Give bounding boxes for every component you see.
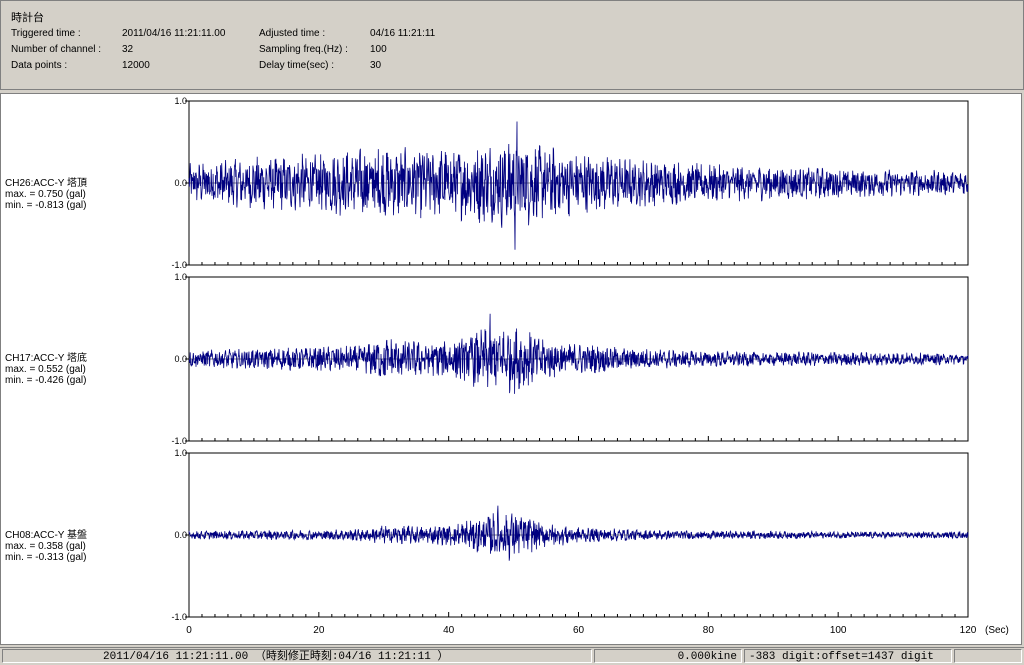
data-points-value: 12000 — [122, 60, 150, 71]
x-tick-label: 0 — [186, 625, 192, 636]
status-velocity: 0.000kine — [594, 649, 742, 663]
channel-info-ch26: CH26:ACC-Y 塔頂 max. = 0.750 (gal) min. = … — [5, 178, 87, 211]
waveform-trace — [188, 505, 969, 561]
x-tick-label: 40 — [443, 625, 455, 636]
triggered-time-value: 2011/04/16 11:21:11.00 — [122, 28, 226, 39]
y-tick-label: 0.0 — [174, 530, 187, 540]
sampling-freq-value: 100 — [370, 44, 387, 55]
waveform-trace — [188, 313, 969, 394]
y-tick-label: -1.0 — [171, 436, 187, 446]
triggered-time-label: Triggered time : — [11, 28, 81, 39]
channel-min: min. = -0.813 (gal) — [5, 200, 87, 211]
y-tick-label: 1.0 — [174, 272, 187, 282]
waveform-chart: 1.0 0.0 -1.0 1.0 0.0 -1.0 1.0 0.0 -1.0 0 20 40 60 80 1… — [171, 96, 1009, 636]
delay-time-label: Delay time(sec) : — [259, 60, 335, 71]
y-tick-label: 0.0 — [174, 178, 187, 188]
channel-min: min. = -0.426 (gal) — [5, 375, 87, 386]
y-tick-label: 1.0 — [174, 96, 187, 106]
station-title: 時計台 — [11, 12, 44, 24]
y-tick-label: -1.0 — [171, 260, 187, 270]
channel-count-label: Number of channel : — [11, 44, 102, 55]
channel-name: CH08:ACC-Y 基盤 — [5, 530, 88, 541]
sampling-freq-label: Sampling freq.(Hz) : — [259, 44, 348, 55]
channel-name: CH17:ACC-Y 塔底 — [5, 353, 88, 364]
channel-max: max. = 0.552 (gal) — [5, 364, 86, 375]
channel-max: max. = 0.358 (gal) — [5, 541, 86, 552]
channel-count-value: 32 — [122, 44, 134, 55]
channel-min: min. = -0.313 (gal) — [5, 552, 87, 563]
y-tick-label: 1.0 — [174, 448, 187, 458]
status-bar: 2011/04/16 11:21:11.00 （時刻修正時刻:04/16 11:… — [0, 647, 1024, 665]
x-tick-label: 80 — [703, 625, 715, 636]
x-axis-unit: (Sec) — [985, 625, 1009, 636]
channel-max: max. = 0.750 (gal) — [5, 189, 86, 200]
y-tick-label: -1.0 — [171, 612, 187, 622]
channel-info-ch08: CH08:ACC-Y 基盤 max. = 0.358 (gal) min. = … — [5, 530, 87, 563]
data-points-label: Data points : — [11, 60, 68, 71]
delay-time-value: 30 — [370, 60, 382, 71]
adjusted-time-label: Adjusted time : — [259, 28, 326, 39]
x-tick-label: 120 — [960, 625, 977, 636]
record-info-panel: 時計台 Triggered time : 2011/04/16 11:21:11… — [0, 0, 1024, 90]
x-tick-label: 60 — [573, 625, 585, 636]
channel-name: CH26:ACC-Y 塔頂 — [5, 178, 88, 189]
x-tick-label: 100 — [830, 625, 847, 636]
channel-info-ch17: CH17:ACC-Y 塔底 max. = 0.552 (gal) min. = … — [5, 353, 87, 386]
status-datetime: 2011/04/16 11:21:11.00 （時刻修正時刻:04/16 11:… — [2, 649, 592, 663]
y-tick-label: 0.0 — [174, 354, 187, 364]
x-tick-label: 20 — [313, 625, 325, 636]
adjusted-time-value: 04/16 11:21:11 — [370, 28, 436, 39]
waveform-plot-area: CH26:ACC-Y 塔頂 max. = 0.750 (gal) min. = … — [0, 93, 1022, 645]
waveform-trace — [188, 121, 969, 250]
status-extra — [954, 649, 1022, 663]
status-digit: -383 digit:offset=1437 digit — [744, 649, 952, 663]
